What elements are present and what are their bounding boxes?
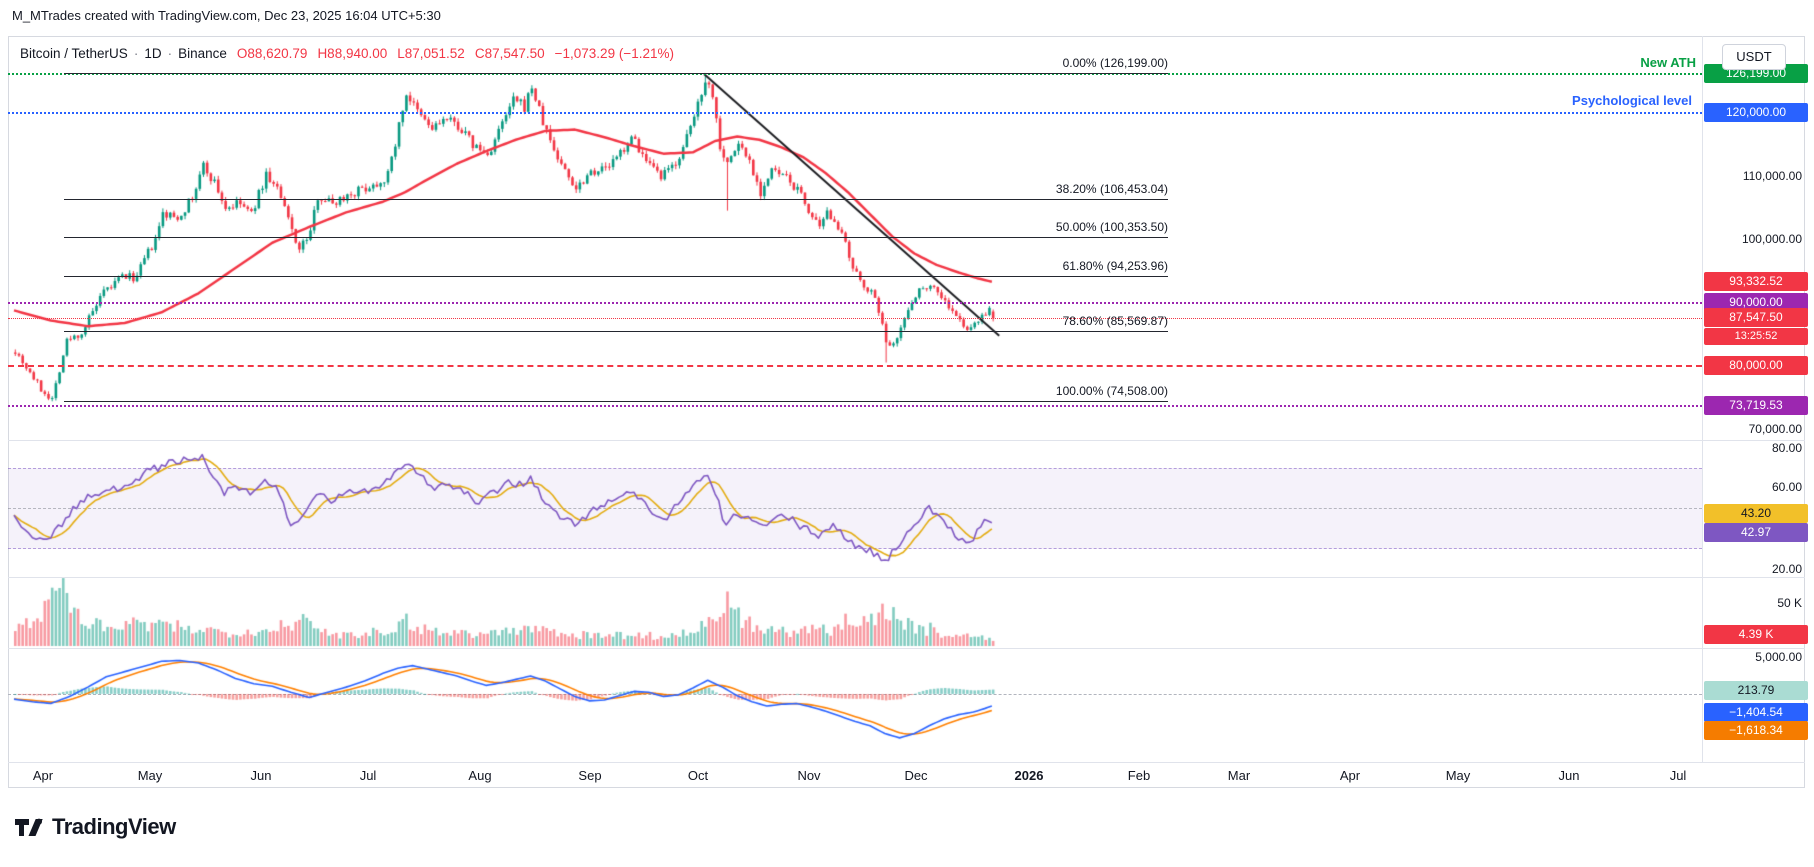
macd-line-badge[interactable]: −1,404.54 [1704,703,1808,722]
volume-axis-50k: 50 K [1777,596,1802,610]
ma-value-badge[interactable]: 93,332.52 [1704,272,1808,291]
fib-label-786[interactable]: 78.60% (85,569.87) [1062,314,1168,328]
fib-line-382[interactable] [64,199,1168,200]
macd-signal-badge[interactable]: −1,618.34 [1704,721,1808,740]
chart-legend: Bitcoin / TetherUS · 1D · Binance O88,620.79 H… [20,46,674,61]
close-value: C87,547.50 [474,46,545,61]
time-axis-divider [8,762,1805,763]
pane-divider-price-rsi[interactable] [8,440,1805,441]
price-scale[interactable] [1702,36,1703,762]
macd-axis-5000: 5,000.00 [1755,650,1802,664]
fib-label-0[interactable]: 0.00% (126,199.00) [1062,56,1168,70]
rsi-axis-80: 80.00 [1771,441,1802,455]
time-label-mar: Mar [1227,768,1251,783]
exchange-label[interactable]: Binance [178,46,227,61]
time-label-jul: Jul [359,768,377,783]
time-label-oct: Oct [687,768,709,783]
time-label-jul2: Jul [1669,768,1687,783]
time-label-apr: Apr [32,768,54,783]
support-level-line-80000[interactable] [8,365,1702,367]
open-value: O88,620.79 [236,46,308,61]
tradingview-logo-icon [14,812,44,842]
time-label-dec: Dec [904,768,928,783]
time-label-may: May [137,768,163,783]
tradingview-footer[interactable]: TradingView [14,812,176,842]
price-axis-70000: 70,000.00 [1748,422,1802,436]
pane-divider-volume-macd[interactable] [8,648,1805,649]
separator-dot: · [167,46,173,61]
price-axis-100000: 100,000.00 [1741,232,1802,246]
time-label-sep: Sep [578,768,602,783]
purple-level-line-73719[interactable] [8,405,1702,407]
level-badge-73719[interactable]: 73,719.53 [1704,396,1808,415]
low-value: L87,051.52 [397,46,465,61]
separator-dot: · [133,46,139,61]
interval-label[interactable]: 1D [144,46,162,61]
time-label-nov: Nov [797,768,821,783]
time-label-jun2: Jun [1558,768,1580,783]
currency-toggle-button[interactable]: USDT [1722,44,1786,70]
psychological-level-label: Psychological level [1572,93,1692,108]
psychological-level-line[interactable] [8,112,1702,114]
fib-line-786[interactable] [64,331,1168,332]
macd-hist-badge[interactable]: 213.79 [1704,681,1808,700]
symbol-name[interactable]: Bitcoin / TetherUS [20,46,128,61]
level-badge-90000[interactable]: 90,000.00 [1704,293,1808,312]
high-value: H88,940.00 [317,46,388,61]
fib-line-618[interactable] [64,276,1168,277]
fib-line-0[interactable] [64,73,1168,74]
rsi-ma-badge[interactable]: 43.20 [1704,504,1808,523]
time-label-2026: 2026 [1014,768,1044,783]
time-label-jun: Jun [250,768,272,783]
last-price-badge[interactable]: 87,547.50 [1704,308,1808,327]
rsi-axis-60: 60.00 [1771,480,1802,494]
fib-label-382[interactable]: 38.20% (106,453.04) [1055,182,1168,196]
last-price-line [8,318,1702,319]
fib-line-100[interactable] [64,401,1168,402]
price-axis-110000: 110,000.00 [1742,169,1802,183]
time-label-feb: Feb [1127,768,1151,783]
rsi-value-badge[interactable]: 42.97 [1704,523,1808,542]
bar-countdown-badge: 13:25:52 [1704,328,1808,345]
time-label-may2: May [1445,768,1471,783]
time-label-apr2: Apr [1339,768,1361,783]
volume-value-badge[interactable]: 4.39 K [1704,625,1808,644]
rsi-axis-20: 20.00 [1771,562,1802,576]
fib-label-618[interactable]: 61.80% (94,253.96) [1062,259,1168,273]
ath-level-line[interactable] [8,73,1702,75]
fib-line-50[interactable] [64,237,1168,238]
psych-price-badge[interactable]: 120,000.00 [1704,103,1808,122]
purple-level-line-90000[interactable] [8,302,1702,304]
fib-label-50[interactable]: 50.00% (100,353.50) [1055,220,1168,234]
fib-label-100[interactable]: 100.00% (74,508.00) [1055,384,1168,398]
time-label-aug: Aug [468,768,492,783]
tradingview-wordmark: TradingView [52,814,176,839]
ohlc-values: O88,620.79 H88,940.00 L87,051.52 C87,547.50… [227,46,674,61]
pane-divider-rsi-volume[interactable] [8,577,1805,578]
new-ath-label: New ATH [1640,55,1696,70]
change-value: −1,073.29 (−1.21%) [554,46,674,61]
level-badge-80000[interactable]: 80,000.00 [1704,356,1808,375]
